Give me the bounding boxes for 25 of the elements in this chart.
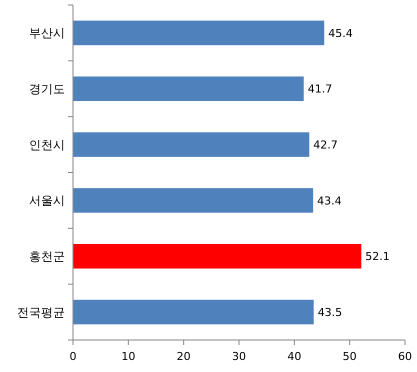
y-tick-label: 서울시 [29,194,65,208]
x-tick-label: 50 [342,350,357,363]
x-tick-label: 10 [121,350,136,363]
y-tick-label: 전국평균 [17,305,65,320]
bar [73,244,362,269]
y-tick-label: 부산시 [29,26,65,40]
data-label: 52.1 [365,250,390,264]
x-tick-label: 60 [398,350,412,363]
data-label: 43.4 [317,194,342,208]
x-tick-label: 40 [287,350,302,363]
data-label: 45.4 [328,26,353,40]
x-tick-label: 0 [70,350,76,363]
y-tick-label: 홍천군 [29,249,65,264]
bar [73,76,304,102]
y-tick-label: 경기도 [29,82,65,96]
x-tick-label: 30 [232,350,246,363]
data-label: 42.7 [313,138,338,152]
data-label: 41.7 [308,82,332,96]
y-tick-label: 인천시 [29,138,65,152]
bar [73,188,314,213]
bar [73,300,314,324]
data-label: 43.5 [318,306,342,319]
x-tick-label: 20 [176,350,191,363]
bar [73,20,324,46]
bar [73,132,310,157]
